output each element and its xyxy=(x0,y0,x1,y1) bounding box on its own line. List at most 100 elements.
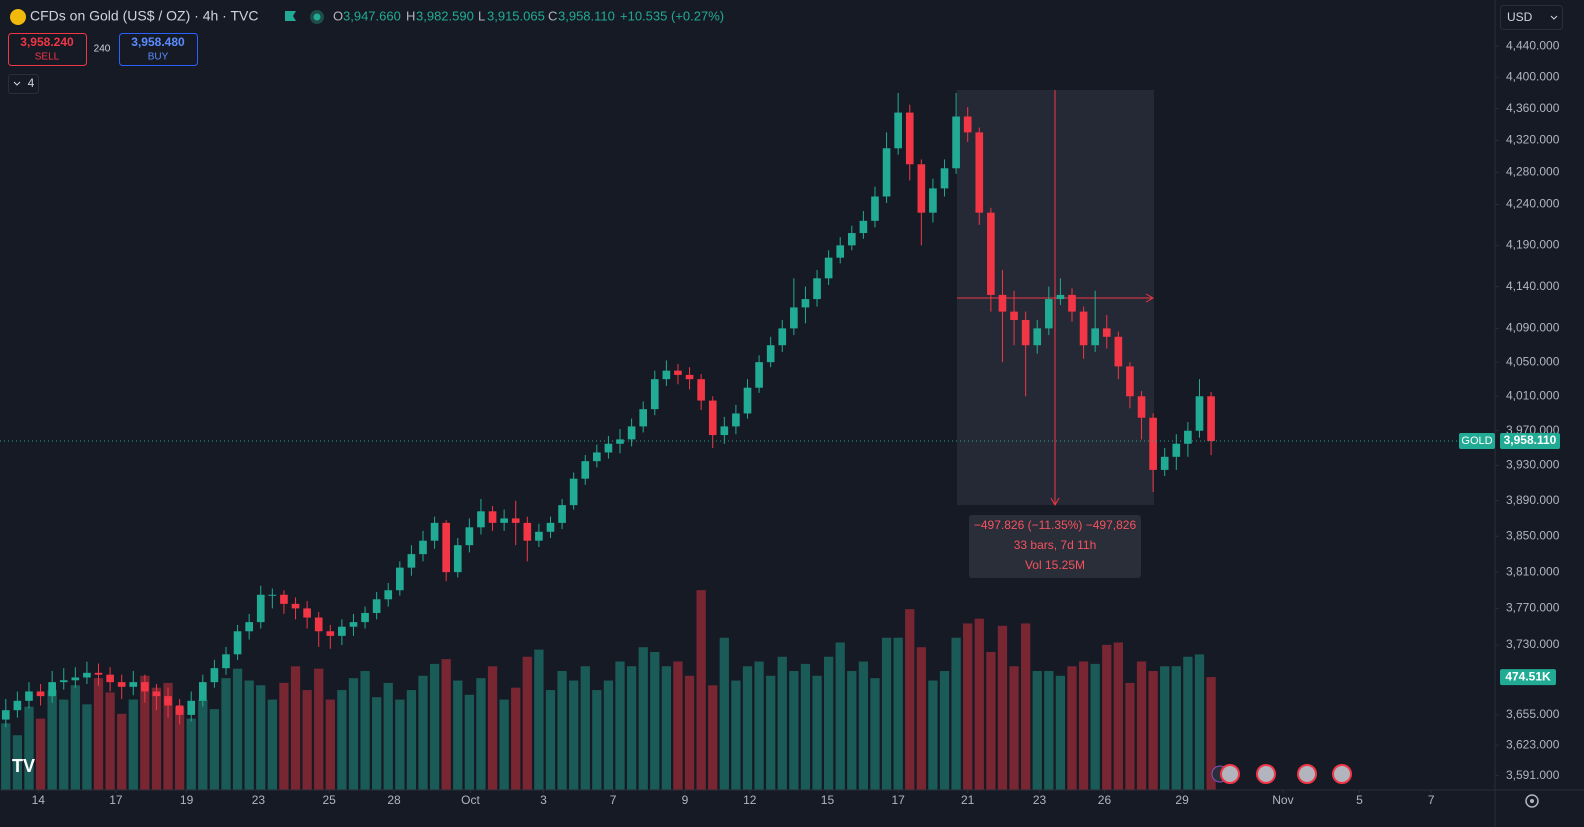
candle-body xyxy=(349,622,358,627)
measure-change: −497.826 (−11.35%) −497,826 xyxy=(974,518,1137,532)
candle-body xyxy=(616,439,624,444)
event-icon[interactable] xyxy=(1220,764,1240,784)
chart-title: CFDs on Gold (US$ / OZ) · 4h · TVC xyxy=(30,8,258,24)
indicator-box[interactable] xyxy=(8,74,39,94)
sell-label[interactable]: SELL xyxy=(35,52,60,63)
candle-body xyxy=(766,345,775,363)
volume-bar xyxy=(82,704,92,790)
candle-body xyxy=(836,245,845,258)
volume-bar xyxy=(916,647,926,790)
volume-bar xyxy=(719,637,729,790)
volume-bar xyxy=(974,618,984,790)
volume-bar xyxy=(661,666,672,790)
candle-body xyxy=(141,682,149,692)
volume-bar xyxy=(603,680,614,790)
volume-bar xyxy=(1102,644,1112,790)
candle-body xyxy=(280,594,288,604)
candle-body xyxy=(639,409,648,427)
volume-bar xyxy=(59,699,69,790)
candle-body xyxy=(593,452,601,462)
x-tick-label: 29 xyxy=(1175,793,1189,807)
buy-button[interactable]: 3,958.480 BUY xyxy=(119,33,198,66)
candle-body xyxy=(685,374,694,380)
candle-body xyxy=(546,522,555,532)
symbol-icon xyxy=(10,9,26,25)
volume-bar xyxy=(812,675,822,790)
buy-label[interactable]: BUY xyxy=(148,52,169,63)
candle-body xyxy=(1044,299,1053,329)
candle-body xyxy=(71,677,80,681)
y-tick-label: 4,240.000 xyxy=(1506,197,1560,211)
sell-box[interactable] xyxy=(8,33,87,66)
candle-body xyxy=(187,700,196,715)
currency-box[interactable] xyxy=(1500,5,1563,30)
currency-button[interactable]: USD xyxy=(1500,5,1563,30)
chevron[interactable] xyxy=(1550,15,1558,20)
volume-bar xyxy=(522,656,532,790)
volume-bar xyxy=(128,699,138,790)
volume-bar xyxy=(151,687,162,790)
volume-bar xyxy=(534,649,544,790)
event-icon[interactable] xyxy=(1332,764,1352,784)
volume-bar xyxy=(244,680,254,790)
volume-bar xyxy=(325,699,335,790)
settings-icon[interactable] xyxy=(1525,794,1539,808)
volume-bar xyxy=(406,690,417,790)
currency[interactable]: USD xyxy=(1507,10,1533,24)
candle-body xyxy=(465,527,474,546)
volume-bar xyxy=(696,590,706,790)
volume-bar xyxy=(615,661,625,790)
volume-bar xyxy=(267,699,277,790)
event-icons xyxy=(1211,764,1352,784)
event-icon[interactable] xyxy=(1297,764,1317,784)
volume-bar xyxy=(1090,663,1100,790)
volume-bar xyxy=(986,651,996,790)
volume-bar xyxy=(557,671,567,790)
candle-body xyxy=(917,164,926,213)
last-volume-badge xyxy=(1500,669,1556,686)
y-tick-label: 3,850.000 xyxy=(1506,528,1560,542)
candle-body xyxy=(453,545,462,573)
candle-body xyxy=(569,478,578,506)
x-tick-label: 23 xyxy=(252,793,266,807)
volume-bar xyxy=(209,709,220,790)
volume-bar xyxy=(372,697,382,790)
volume-bar xyxy=(592,690,602,790)
candle-body xyxy=(871,196,879,221)
buy-box[interactable] xyxy=(119,33,198,66)
candle-body xyxy=(697,379,705,401)
volume-bar xyxy=(186,718,196,790)
settings-icon-core[interactable] xyxy=(1530,799,1534,803)
candle-body xyxy=(256,594,265,623)
measure-bars: 33 bars, 7d 11h xyxy=(1014,538,1097,552)
indicator-count[interactable]: 4 xyxy=(28,76,35,90)
volume-bar xyxy=(1206,677,1216,790)
volume-bar xyxy=(360,671,370,790)
candle-body xyxy=(222,654,230,669)
candle-body xyxy=(268,594,277,596)
volume-bar xyxy=(487,666,498,790)
candle-body xyxy=(952,116,960,169)
volume-bar xyxy=(93,678,104,790)
sell-button[interactable]: 3,958.240 SELL xyxy=(8,33,87,66)
volume-bar xyxy=(174,706,185,790)
candle-body xyxy=(419,540,427,555)
candle-body xyxy=(755,362,763,388)
measure-box xyxy=(969,515,1141,578)
sell-price[interactable]: 3,958.240 xyxy=(20,35,74,49)
chevron[interactable] xyxy=(13,81,21,86)
volume-bar xyxy=(731,680,741,790)
candle-body xyxy=(372,599,381,613)
volume-bar xyxy=(742,666,753,790)
candle-body xyxy=(1137,396,1146,418)
volume-bar xyxy=(441,659,451,790)
candle-body xyxy=(210,668,219,683)
candle-body xyxy=(129,682,138,687)
indicator-toggle[interactable]: 4 xyxy=(8,74,39,94)
buy-price[interactable]: 3,958.480 xyxy=(131,35,185,49)
candle-body xyxy=(1068,294,1076,312)
x-tick-label: 23 xyxy=(1033,793,1047,807)
candle-body xyxy=(1033,328,1042,346)
event-icon[interactable] xyxy=(1256,764,1276,784)
